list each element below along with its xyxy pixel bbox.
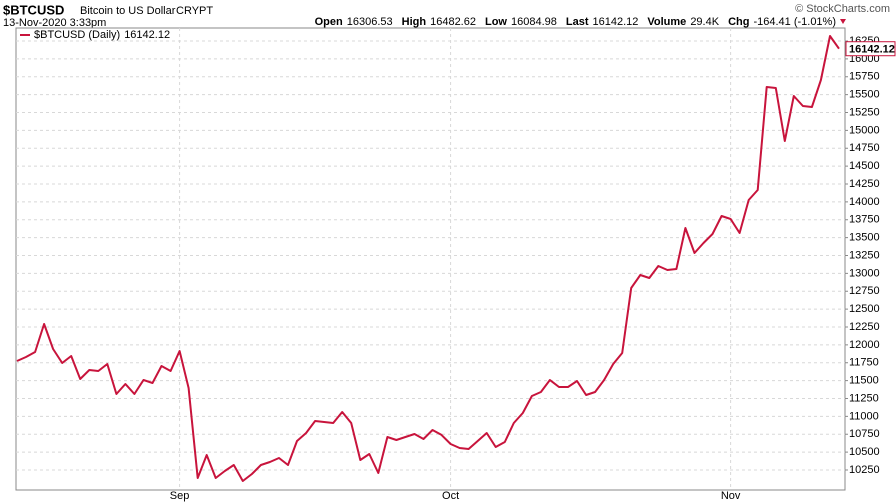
legend-name: $BTCUSD (Daily) (34, 29, 120, 41)
quote-label: High (402, 16, 427, 28)
price-line (16, 35, 840, 482)
y-tick-label: 13000 (849, 267, 880, 279)
x-tick-label: Oct (442, 490, 459, 502)
x-tick-label: Sep (170, 490, 190, 502)
x-tick-label: Nov (721, 490, 741, 502)
quote-label: Open (315, 16, 343, 28)
quote-value: -164.41 (-1.01%) (753, 16, 836, 28)
y-tick-label: 12750 (849, 285, 880, 297)
timestamp: 13-Nov-2020 3:33pm (3, 17, 106, 29)
y-tick-label: 11500 (849, 375, 879, 387)
y-tick-label: 12250 (849, 321, 880, 333)
y-tick-label: 13500 (849, 232, 880, 244)
y-tick-label: 10750 (849, 428, 880, 440)
legend-last: 16142.12 (124, 29, 170, 41)
y-tick-label: 13250 (849, 249, 880, 261)
y-tick-label: 15000 (849, 124, 880, 136)
y-tick-label: 15750 (849, 71, 880, 83)
quote-label: Last (566, 16, 589, 28)
plot-frame (15, 27, 846, 491)
quote-value: 16084.98 (511, 16, 557, 28)
y-tick-label: 12500 (849, 303, 880, 315)
down-arrow (840, 19, 846, 24)
quote-label: Chg (728, 16, 749, 28)
quote-value: 16142.12 (593, 16, 639, 28)
y-tick-label: 10500 (849, 446, 880, 458)
y-tick-label: 14000 (849, 196, 880, 208)
subtitle: Bitcoin to US Dollar (80, 5, 176, 17)
y-tick-label: 15500 (849, 89, 880, 101)
y-tick-label: 15250 (849, 106, 880, 118)
y-tick-label: 10250 (849, 464, 880, 476)
quote-value: 16482.62 (430, 16, 476, 28)
quote-label: Volume (647, 16, 686, 28)
y-tick-label: 11750 (849, 357, 879, 369)
y-tick-label: 14500 (849, 160, 880, 172)
last-price-label: 16142.12 (849, 44, 895, 56)
y-tick-label: 12000 (849, 339, 880, 351)
quote-value: 16306.53 (347, 16, 393, 28)
quote: Open 16306.53 High 16482.62 Low 16084.98 Last 1… (315, 16, 836, 28)
y-tick-label: 13750 (849, 214, 880, 226)
y-tick-label: 14750 (849, 142, 880, 154)
legend-entry: $BTCUSD (Daily) 16142.12 (34, 29, 170, 41)
y-tick-label: 14250 (849, 178, 880, 190)
quote-label: Low (485, 16, 507, 28)
credit: © StockCharts.com (795, 3, 890, 15)
chart-title: $BTCUSD (3, 2, 64, 17)
quote-value: 29.4K (690, 16, 719, 28)
y-tick-label: 11250 (849, 392, 879, 404)
exchange: CRYPT (176, 5, 213, 17)
y-tick-label: 11000 (849, 410, 879, 422)
last-price-box (845, 41, 896, 57)
